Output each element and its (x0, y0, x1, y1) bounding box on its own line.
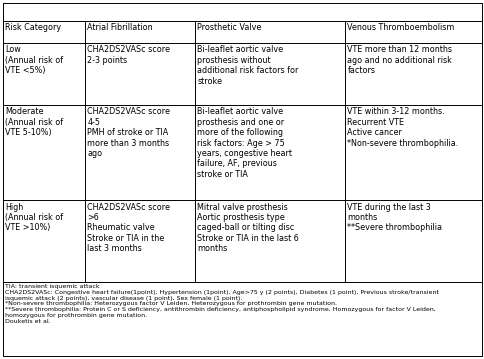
Text: Prosthetic Valve: Prosthetic Valve (197, 23, 261, 33)
Text: CHA2DS2VASc score
4-5
PMH of stroke or TIA
more than 3 months
ago: CHA2DS2VASc score 4-5 PMH of stroke or T… (87, 107, 170, 158)
Text: Risk Category: Risk Category (5, 23, 61, 33)
Text: CHA2DS2VASc score
2-3 points: CHA2DS2VASc score 2-3 points (87, 46, 170, 65)
Text: VTE within 3-12 months.
Recurrent VTE
Active cancer
*Non-severe thrombophilia.: VTE within 3-12 months. Recurrent VTE Ac… (347, 107, 458, 148)
Text: Atrial Fibrillation: Atrial Fibrillation (87, 23, 153, 33)
Text: Bi-leaflet aortic valve
prosthesis and one or
more of the following
risk factors: Bi-leaflet aortic valve prosthesis and o… (197, 107, 292, 179)
Text: TIA: transient isquemic attack
CHA2DS2VASc: Congestive heart failure(1point), Hy: TIA: transient isquemic attack CHA2DS2VA… (5, 284, 438, 324)
Text: VTE more than 12 months
ago and no additional risk
factors: VTE more than 12 months ago and no addit… (347, 46, 452, 75)
Text: CHA2DS2VASc score
>6
Rheumatic valve
Stroke or TIA in the
last 3 months: CHA2DS2VASc score >6 Rheumatic valve Str… (87, 202, 170, 253)
Text: VTE during the last 3
months
**Severe thrombophilia: VTE during the last 3 months **Severe th… (347, 202, 441, 232)
Text: Venous Thromboembolism: Venous Thromboembolism (347, 23, 454, 33)
Text: High
(Annual risk of
VTE >10%): High (Annual risk of VTE >10%) (5, 202, 63, 232)
Text: Mitral valve prosthesis
Aortic prosthesis type
caged-ball or tilting disc
Stroke: Mitral valve prosthesis Aortic prosthesi… (197, 202, 299, 253)
Text: Low
(Annual risk of
VTE <5%): Low (Annual risk of VTE <5%) (5, 46, 63, 75)
Text: Bi-leaflet aortic valve
prosthesis without
additional risk factors for
stroke: Bi-leaflet aortic valve prosthesis witho… (197, 46, 298, 86)
Text: Moderate
(Annual risk of
VTE 5-10%): Moderate (Annual risk of VTE 5-10%) (5, 107, 63, 137)
